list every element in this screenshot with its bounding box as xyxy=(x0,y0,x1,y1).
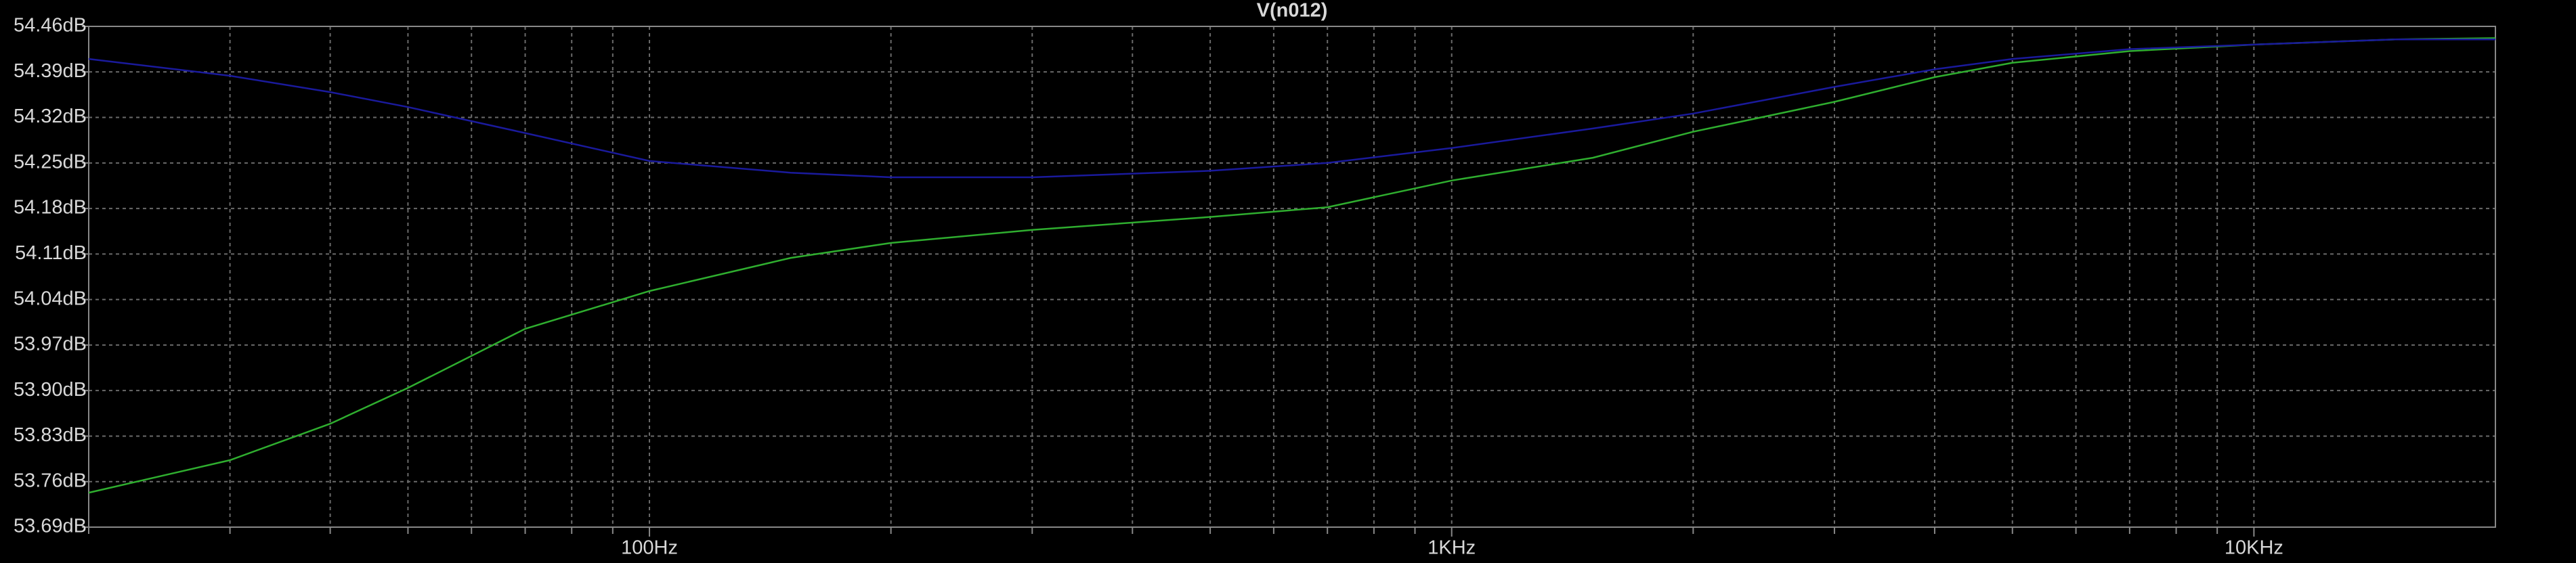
y-tick-label: 53.90dB xyxy=(14,379,87,401)
x-tick-label: 100Hz xyxy=(621,537,678,559)
y-tick-label: 53.76dB xyxy=(14,470,87,491)
series-line xyxy=(88,37,2496,494)
chart-title: V(n012) xyxy=(1257,0,1328,22)
y-tick-label: 53.97dB xyxy=(14,334,87,355)
y-tick-label: 53.83dB xyxy=(14,424,87,446)
y-tick-label: 54.11dB xyxy=(15,242,87,264)
x-tick-label: 10KHz xyxy=(2225,537,2283,559)
y-tick-label: 54.18dB xyxy=(14,197,87,219)
y-tick-label: 54.39dB xyxy=(14,60,87,82)
y-tick-label: 54.04dB xyxy=(14,288,87,309)
series-line xyxy=(88,38,2495,179)
y-tick-label: 54.46dB xyxy=(14,15,87,37)
y-tick-label: 54.32dB xyxy=(14,106,87,127)
plot-frame xyxy=(88,26,2496,528)
y-tick-label: 53.69dB xyxy=(14,516,87,537)
y-tick-label: 54.25dB xyxy=(14,151,87,173)
x-tick-label: 1KHz xyxy=(1427,537,1476,559)
